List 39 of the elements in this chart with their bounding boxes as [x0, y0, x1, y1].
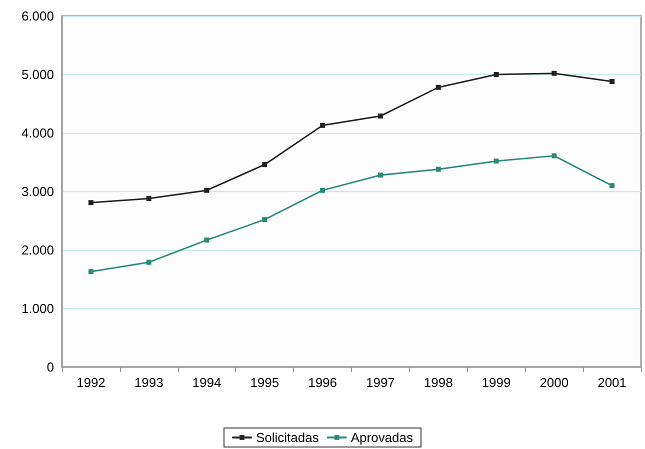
point — [436, 166, 441, 172]
x-tick-label: 1998 — [424, 375, 453, 390]
y-tick-label: 5.000 — [21, 67, 54, 82]
point — [204, 238, 210, 243]
point — [436, 84, 441, 90]
point — [494, 72, 499, 77]
point — [610, 183, 615, 188]
point — [146, 260, 152, 265]
x-tick-label: 2001 — [598, 375, 627, 390]
point — [88, 200, 94, 206]
x-tick-label: 1997 — [366, 375, 395, 390]
legend-label: Solicitadas — [256, 430, 320, 445]
y-tick-label: 2.000 — [21, 242, 54, 258]
point — [552, 70, 557, 76]
x-tick-label: 1995 — [250, 375, 280, 390]
y-tick-label: 3.000 — [21, 184, 54, 199]
x-tick-label: 1994 — [192, 375, 222, 390]
point — [378, 114, 383, 119]
point — [320, 188, 326, 193]
point — [320, 122, 326, 128]
point — [88, 269, 94, 274]
y-tick-label: 1.000 — [21, 301, 54, 316]
x-tick-label: 2000 — [540, 375, 569, 390]
point — [204, 188, 210, 193]
point — [262, 217, 268, 222]
x-tick-label: 1999 — [482, 375, 511, 390]
point — [146, 196, 152, 202]
point — [610, 79, 615, 84]
point — [262, 162, 268, 168]
point — [494, 158, 499, 164]
point — [552, 153, 557, 158]
y-tick-label: 6.000 — [21, 8, 54, 24]
point — [378, 172, 383, 178]
y-tick-label: 0 — [46, 360, 54, 374]
x-tick-label: 1993 — [134, 375, 164, 390]
y-tick-label: 4.000 — [21, 126, 54, 140]
x-tick-label: 1992 — [76, 375, 106, 390]
x-tick-label: 1996 — [308, 375, 338, 390]
legend-label: Aprovadas — [350, 430, 414, 445]
